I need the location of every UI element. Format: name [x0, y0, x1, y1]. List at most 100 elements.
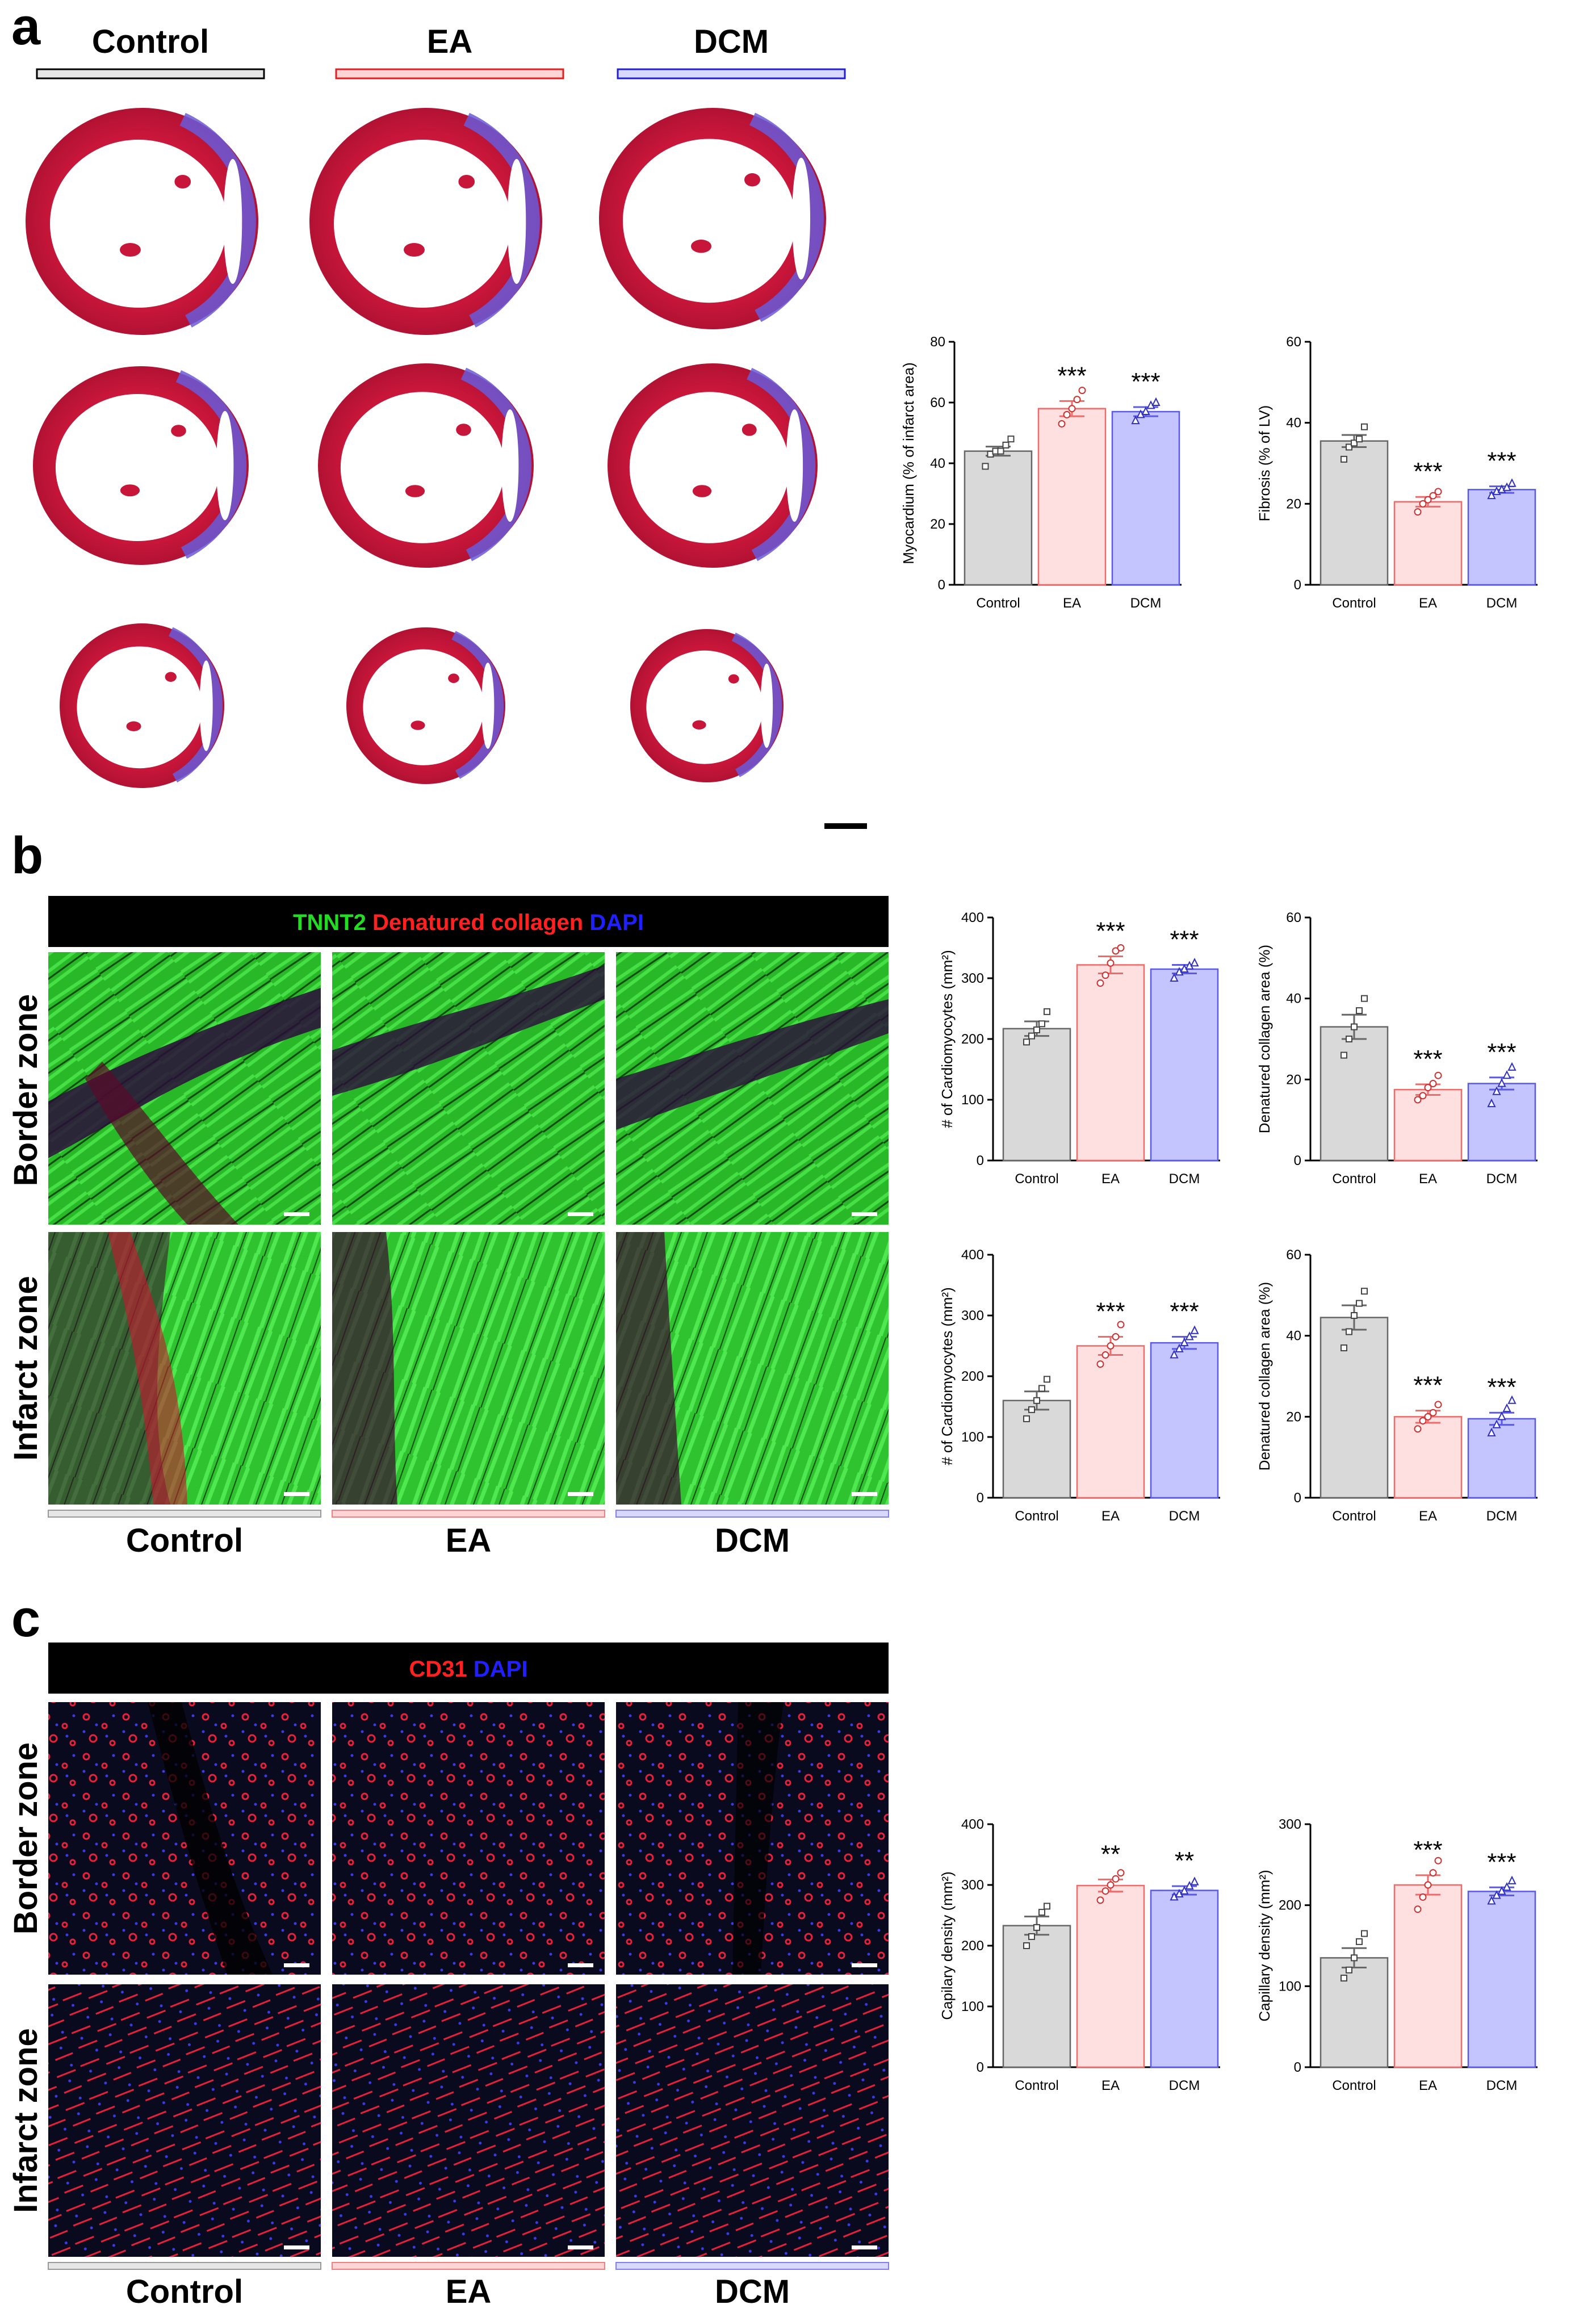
data-point — [1356, 435, 1363, 443]
data-point — [1502, 1070, 1511, 1079]
data-point — [1361, 1930, 1368, 1937]
x-tick-label: DCM — [1486, 1171, 1518, 1187]
data-point — [982, 463, 989, 470]
b-label-dcm: DCM — [715, 1522, 790, 1559]
data-point — [1028, 1933, 1035, 1940]
x-tick-label: DCM — [1486, 2078, 1518, 2093]
data-point — [1414, 508, 1422, 516]
y-tick-label: 100 — [1279, 1979, 1301, 1994]
image-c-infarct-ea — [332, 1984, 605, 2257]
data-point — [1507, 478, 1517, 487]
data-point — [1492, 1419, 1501, 1428]
x-tick-label: EA — [1101, 2078, 1120, 2093]
chart-a2: 0 20 40 60 Fibrosis (% of LV) Control *** EA ***… — [1256, 334, 1538, 611]
x-tick-label: Control — [1332, 596, 1376, 611]
significance-marker: *** — [1413, 458, 1442, 485]
data-point — [1170, 1350, 1179, 1359]
image-c-border-ea — [332, 1702, 605, 1975]
stain-header-b — [48, 896, 889, 947]
bar-charts: 0 20 40 60 80 Myocardium (% of infarct area) C… — [900, 334, 1538, 2093]
y-tick-label: 0 — [1294, 577, 1301, 593]
data-point — [1038, 1020, 1045, 1028]
significance-marker: *** — [1096, 917, 1125, 945]
bar-ea — [1393, 501, 1463, 586]
x-tick-label: Control — [1332, 1171, 1376, 1187]
y-tick-label: 40 — [930, 456, 945, 471]
panel-a-group-headers: Control EA DCM — [36, 23, 846, 79]
bar-ea — [1076, 1884, 1145, 2068]
data-point — [1419, 1417, 1427, 1424]
dcm-color-bar — [617, 68, 846, 79]
y-tick-label: 200 — [961, 1369, 984, 1384]
heart-section-2 — [309, 108, 542, 335]
y-tick-label: 300 — [961, 1308, 984, 1323]
c-dcm-bar — [615, 2262, 889, 2270]
y-tick-label: 20 — [1286, 496, 1301, 512]
x-tick-label: Control — [1332, 2078, 1376, 2093]
y-tick-label: 300 — [961, 971, 984, 986]
data-point — [1117, 944, 1125, 952]
bar-control — [1319, 440, 1389, 586]
group-header-dcm: DCM — [694, 23, 769, 60]
heart-section-3 — [599, 108, 826, 329]
bar-ea — [1393, 1884, 1463, 2068]
x-tick-label: Control — [1015, 2078, 1058, 2093]
data-point — [1023, 1415, 1030, 1422]
data-point — [1190, 1325, 1199, 1334]
significance-marker: *** — [1170, 925, 1199, 953]
x-tick-label: Control — [1015, 1509, 1058, 1524]
x-tick-label: EA — [1419, 2078, 1437, 2093]
x-tick-label: DCM — [1169, 1509, 1200, 1524]
heart-section-1 — [26, 108, 258, 335]
bar-control — [1002, 1400, 1071, 1499]
data-point — [1112, 1875, 1120, 1883]
data-point — [1361, 995, 1368, 1002]
group-header-control: Control — [92, 23, 209, 60]
y-tick-label: 20 — [930, 517, 945, 532]
data-point — [1033, 1397, 1040, 1404]
data-point — [1101, 1887, 1109, 1895]
panel-b-letter: b — [11, 827, 43, 885]
data-point — [1107, 1342, 1115, 1350]
bar-dcm — [1150, 1889, 1219, 2068]
b-label-ea: EA — [446, 1522, 492, 1559]
ea-color-bar — [335, 68, 564, 79]
significance-marker: *** — [1487, 1038, 1516, 1066]
data-point — [1117, 1869, 1125, 1877]
data-point — [1424, 1084, 1432, 1092]
data-point — [1414, 1096, 1422, 1104]
c-ea-bar — [332, 2262, 605, 2270]
data-point — [1096, 1360, 1104, 1368]
y-tick-label: 200 — [961, 1032, 984, 1047]
bar-dcm — [1150, 968, 1219, 1162]
data-point — [1078, 387, 1086, 395]
y-tick-label: 200 — [961, 1938, 984, 1954]
data-point — [1361, 423, 1368, 430]
significance-marker: *** — [1170, 1297, 1199, 1325]
data-point — [1429, 1409, 1437, 1417]
data-point — [1356, 1300, 1363, 1307]
data-point — [1044, 1376, 1050, 1383]
y-axis-label: # of Cardiomyocytes (mm²) — [939, 950, 956, 1128]
y-tick-label: 20 — [1286, 1072, 1301, 1087]
chart-b2: 0 20 40 60 Denatured collagen area (%) Contro… — [1256, 910, 1538, 1187]
data-point — [1033, 1026, 1040, 1033]
y-tick-label: 40 — [1286, 1329, 1301, 1344]
data-point — [1044, 1008, 1050, 1015]
zone-label-c-border: Border zone — [7, 1742, 44, 1934]
data-point — [1419, 1893, 1427, 1901]
zone-label-b-infarct: Infarct zone — [7, 1276, 44, 1461]
data-point — [1190, 1876, 1199, 1886]
bar-ea — [1393, 1088, 1463, 1162]
y-tick-label: 60 — [1286, 910, 1301, 925]
x-tick-label: EA — [1419, 1171, 1437, 1187]
data-point — [1487, 1427, 1496, 1436]
y-tick-label: 300 — [1279, 1817, 1301, 1832]
stain-denatured-collagen: Denatured collagen — [372, 910, 583, 935]
y-tick-label: 60 — [930, 395, 945, 410]
b-label-control: Control — [126, 1522, 243, 1559]
data-point — [1356, 1007, 1363, 1015]
data-point — [1190, 958, 1199, 967]
bar-ea — [1076, 964, 1145, 1162]
